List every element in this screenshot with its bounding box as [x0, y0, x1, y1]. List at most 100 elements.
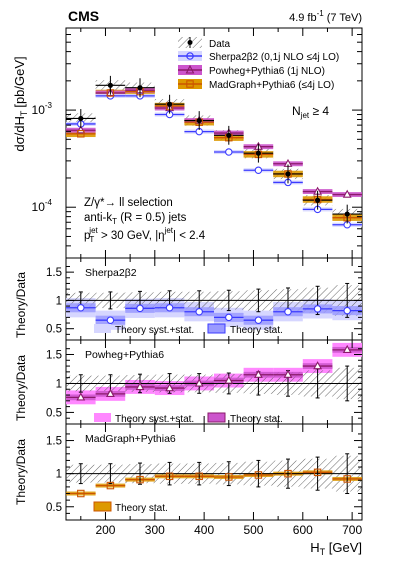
madgraph-ratio-point: [254, 471, 263, 479]
powheg-y-tick-label: 1: [56, 378, 62, 390]
data-point: [167, 101, 173, 107]
x-tick-label: 400: [194, 523, 214, 537]
powheg-ratio-point: [253, 369, 263, 378]
ratio-legend-madgraph: Theory stat.: [93, 501, 168, 514]
y-tick-label: 10-3: [32, 101, 53, 117]
ratio-title-madgraph: MadGraph+Pythia6: [85, 433, 176, 445]
data-point: [344, 211, 350, 217]
x-tick-label: 700: [342, 523, 362, 537]
data-point: [255, 150, 261, 156]
ratio-legend-powheg: Theory syst.+stat. Theory stat.: [94, 412, 283, 425]
powheg-ratio-point: [194, 378, 204, 387]
sherpa-ratio-point: [313, 305, 322, 313]
powheg-ratio-point: [105, 388, 115, 398]
sherpa-y-tick-label: 1: [56, 295, 62, 307]
madgraph-ratio-point: [106, 481, 115, 490]
powheg-ratio-point: [76, 392, 86, 401]
legend-madgraph-stat-swatch: [93, 501, 112, 512]
main-frame: [65, 27, 363, 259]
madgraph-ratio-point: [284, 469, 292, 478]
selection-line-3: pTjet > 30 GeV, |ηjet| < 2.4: [84, 226, 206, 244]
sherpa-ratio-point: [136, 304, 144, 313]
powheg-ratio-point: [224, 375, 234, 384]
madgraph-y-tick-label: 1.5: [46, 436, 62, 448]
x-tick-label: 200: [95, 523, 115, 537]
data-point: [315, 197, 321, 203]
ratio-title-sherpa: Sherpa2β2: [85, 267, 137, 279]
legend-madgraph-label: MadGraph+Pythia6 (≤4j LO): [209, 80, 334, 91]
legend-sherpa-stat-label: Theory stat.: [230, 325, 283, 336]
x-tick-label: 500: [243, 523, 263, 537]
selection-line-2: anti-kT (R = 0.5) jets: [84, 212, 187, 226]
legend-sherpa-syst-label: Theory syst.+stat.: [115, 325, 194, 336]
legend-powheg-stat-swatch: [207, 412, 226, 423]
data-point: [196, 117, 202, 124]
selection-line-1: Z/γ*→ ll selection: [84, 197, 173, 209]
madgraph-point: [77, 130, 85, 138]
madgraph-y-tick-label: 1: [56, 469, 62, 481]
legend-powheg-syst-label: Theory syst.+stat.: [115, 414, 194, 425]
ratio-legend-sherpa: Theory syst.+stat. Theory stat.: [94, 323, 283, 336]
powheg-point: [342, 189, 352, 198]
madgraph-ratio-point: [195, 472, 203, 481]
madgraph-ratio-point: [225, 473, 233, 481]
x-tick-label: 300: [145, 523, 165, 537]
lumi-label: 4.9 fb-1 (7 TeV): [289, 9, 362, 24]
sherpa-y-tick-label: 1.5: [46, 267, 62, 279]
sherpa-ratio-point: [254, 316, 263, 324]
powheg-y-tick-label: 0.5: [46, 407, 62, 419]
powheg-ratio-point: [165, 383, 175, 392]
ratio-panel-madgraph: 1.5 1 0.5 200 300 400 500 600 700: [46, 423, 363, 537]
sherpa-ratio-point: [106, 316, 115, 324]
ratio-ylabel-powheg: Theory/Data: [14, 355, 28, 421]
ratio-ylabel-sherpa: Theory/Data: [14, 272, 28, 338]
main-ylabel: dσ/dHT[pb/GeV]: [12, 56, 29, 151]
data-point: [78, 115, 84, 122]
madgraph-ratio-point: [165, 472, 174, 481]
main-legend: Data Sherpa2β2 (0,1j NLO ≤4j LO) Powheg+…: [178, 37, 339, 91]
ratio-panel-powheg: 1.5 1 0.5: [46, 339, 363, 425]
sherpa-ratio-point: [225, 313, 233, 322]
legend-sherpa-stat-swatch: [207, 323, 226, 334]
experiment-label: CMS: [68, 8, 99, 24]
main-panel: 10-3 10-4: [32, 27, 363, 259]
ratio-title-powheg: Powheg+Pythia6: [85, 349, 164, 361]
sherpa-point: [254, 166, 263, 175]
powheg-ratio-point: [135, 381, 145, 391]
legend-powheg-label: Powheg+Pythia6 (1j NLO): [209, 66, 325, 77]
njet-label: Njet ≥ 4: [292, 104, 329, 120]
legend-sherpa-label: Sherpa2β2 (0,1j NLO ≤4j LO): [209, 52, 339, 63]
madgraph-ratio-point: [77, 489, 85, 498]
powheg-y-tick-label: 1.5: [46, 349, 62, 361]
data-point: [137, 85, 143, 91]
sherpa-y-tick-label: 0.5: [46, 324, 62, 336]
powheg-ratio-point: [283, 369, 293, 378]
ratio-ylabel-madgraph: Theory/Data: [14, 439, 28, 505]
x-axis-label: HT [GeV]: [310, 540, 362, 557]
sherpa-ratio-point: [343, 306, 351, 315]
powheg-point: [76, 125, 86, 134]
sherpa-point: [225, 148, 233, 156]
madgraph-y-tick-label: 0.5: [46, 502, 62, 514]
data-point: [107, 82, 113, 88]
legend-madgraph-marker: [186, 80, 194, 88]
legend-powheg-stat-label: Theory stat.: [230, 414, 283, 425]
sherpa-ratio-point: [195, 307, 203, 316]
x-tick-label: 600: [293, 523, 313, 537]
data-point: [226, 132, 232, 138]
sherpa-ratio-point: [284, 307, 292, 316]
legend-powheg-marker: [185, 64, 195, 74]
sherpa-ratio-point: [77, 304, 85, 312]
legend-madgraph-stat-label: Theory stat.: [115, 503, 168, 514]
madgraph-ratio-point: [313, 468, 322, 477]
madgraph-ratio-point: [136, 475, 144, 484]
legend-sherpa-syst-swatch: [94, 324, 111, 333]
legend-sherpa-marker: [186, 52, 194, 60]
powheg-ratio-point: [342, 344, 352, 353]
y-tick-label: 10-4: [32, 198, 53, 214]
sherpa-ratio-point: [165, 304, 174, 312]
data-point: [285, 171, 291, 177]
powheg-ratio-point: [313, 361, 323, 370]
madgraph-ratio-point: [343, 475, 351, 483]
